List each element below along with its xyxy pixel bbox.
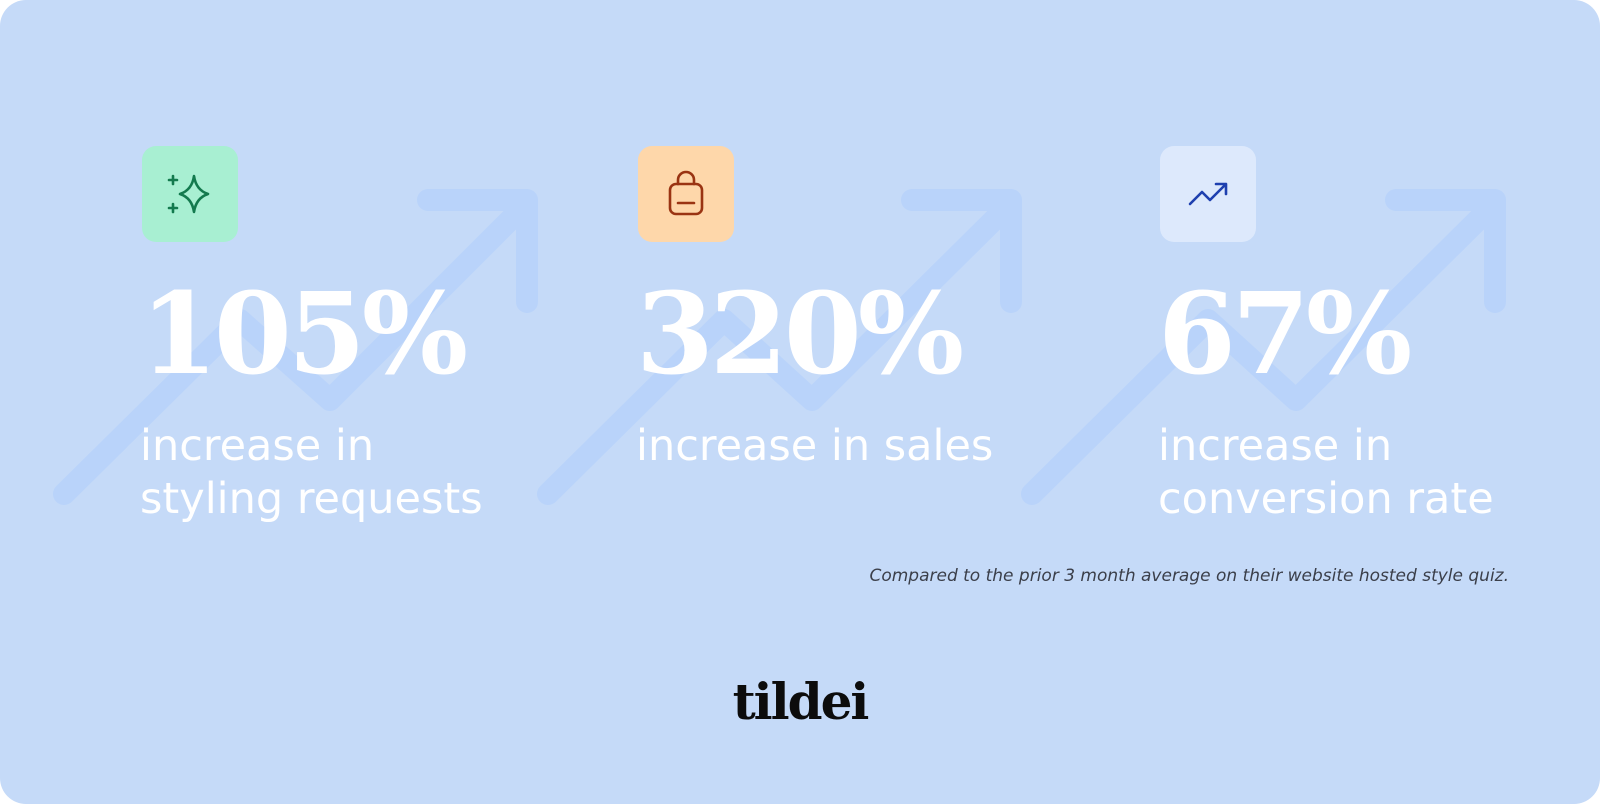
description-line: conversion rate	[1158, 474, 1494, 524]
arrow	[1021, 189, 1506, 505]
brand-logo: tildei	[732, 672, 870, 731]
description-line: increase in sales	[636, 421, 994, 471]
stat-value: 320%	[636, 269, 964, 400]
stat-description: increase in conversion rate	[1158, 420, 1494, 526]
stat-description: increase in sales	[636, 420, 993, 473]
description-line: increase in	[1158, 421, 1393, 471]
description-line: styling requests	[140, 474, 483, 524]
arrow	[537, 189, 1022, 505]
arrow	[53, 189, 538, 505]
stat-value: 67%	[1158, 269, 1412, 400]
description-line: increase in	[140, 421, 375, 471]
stat-value: 105%	[140, 269, 468, 400]
footnote: Compared to the prior 3 month average on…	[869, 566, 1509, 586]
stat-description: increase in styling requests	[140, 420, 483, 526]
trend-icon	[1160, 146, 1256, 242]
bag-icon	[638, 146, 734, 242]
sparkle-icon	[142, 146, 238, 242]
